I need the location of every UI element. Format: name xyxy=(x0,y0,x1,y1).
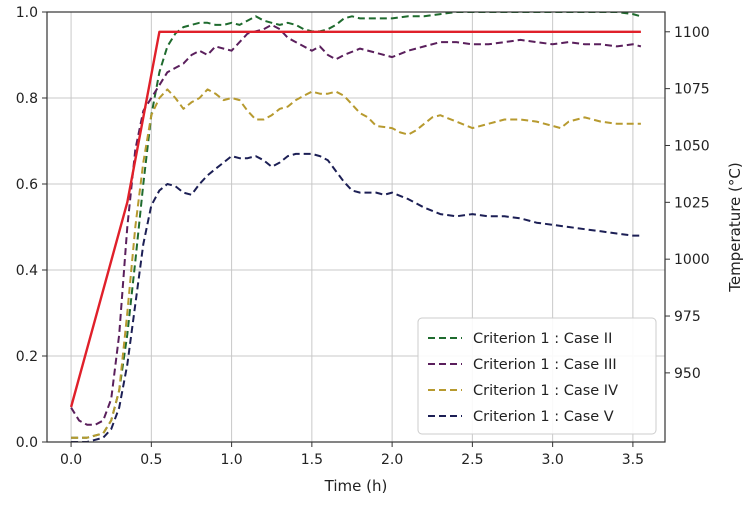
x-axis-label: Time (h) xyxy=(324,477,388,495)
legend-label-1: Criterion 1 : Case II xyxy=(473,331,612,347)
legend-label-3: Criterion 1 : Case IV xyxy=(473,383,618,399)
legend-box xyxy=(417,317,657,435)
x-tick-label: 1.0 xyxy=(220,452,242,468)
series-line-1 xyxy=(71,12,642,439)
legend: Criterion 1 : Case II Criterion 1 : Case … xyxy=(417,317,657,435)
y-tick-label: 0.2 xyxy=(16,349,38,365)
x-tick-label: 3.0 xyxy=(542,452,564,468)
y2-tick-label: 950 xyxy=(674,366,701,382)
plot-frame xyxy=(46,11,666,443)
legend-label-2: Criterion 1 : Case III xyxy=(473,357,617,373)
x-tick-label: 2.5 xyxy=(461,452,483,468)
y2-tick-label: 1050 xyxy=(674,138,710,154)
y2-tick-label: 1075 xyxy=(674,82,710,98)
x-tick-label: 0.0 xyxy=(60,452,82,468)
y-tick-label: 0.6 xyxy=(16,177,38,193)
y-tick-label: 0.4 xyxy=(16,263,38,279)
x-tick-label: 1.5 xyxy=(301,452,323,468)
y-axis-right: 950 975 1000 1025 1050 1075 1100 xyxy=(665,25,710,382)
y2-tick-label: 975 xyxy=(674,309,701,325)
x-axis: 0.0 0.5 1.0 1.5 2.0 2.5 3.0 3.5 xyxy=(60,442,644,468)
y2-tick-label: 1100 xyxy=(674,25,710,41)
y2-tick-label: 1000 xyxy=(674,252,710,268)
y-tick-label: 0.0 xyxy=(16,435,38,451)
y2-tick-label: 1025 xyxy=(674,195,710,211)
x-tick-label: 0.5 xyxy=(140,452,162,468)
series-layer xyxy=(70,12,642,442)
y-axis-left: 0.0 0.2 0.4 0.6 0.8 1.0 xyxy=(16,5,47,451)
legend-label-4: Criterion 1 : Case V xyxy=(473,409,614,425)
series-line-4 xyxy=(71,152,641,442)
temperature-line xyxy=(69,30,641,408)
y-tick-label: 1.0 xyxy=(16,5,38,21)
series-line-2 xyxy=(70,23,642,426)
temperature-layer xyxy=(69,30,641,408)
y-tick-label: 0.8 xyxy=(16,91,38,107)
x-tick-label: 2.0 xyxy=(381,452,403,468)
series-line-3 xyxy=(71,88,641,439)
x-tick-label: 3.5 xyxy=(622,452,644,468)
y2-axis-label: Temperature (°C) xyxy=(726,162,744,292)
